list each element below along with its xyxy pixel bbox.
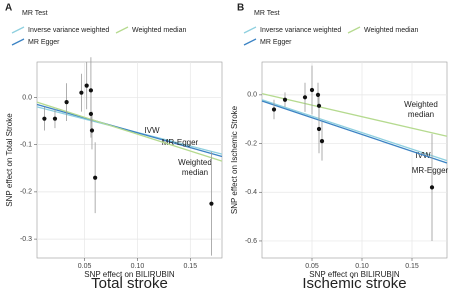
panel-letter: A — [5, 3, 12, 14]
legend-label: Weighted median — [132, 27, 186, 34]
point — [319, 139, 325, 144]
regression-line — [261, 99, 448, 162]
y-tick-label: -0.3 — [20, 236, 32, 243]
point — [88, 88, 94, 93]
y-tick-label: -0.6 — [245, 238, 257, 245]
x-tick-label: 0.05 — [305, 263, 319, 270]
panel-letter: B — [237, 3, 244, 14]
point — [64, 100, 69, 105]
line-label: MR-Egger — [162, 138, 199, 147]
x-tick-label: 0.10 — [131, 263, 145, 270]
x-axis-label: SNP effect on BILIRUBIN — [84, 270, 175, 279]
y-tick-label: -0.4 — [245, 189, 257, 196]
regression-line — [261, 93, 448, 137]
plot-area — [36, 61, 223, 259]
x-axis-label: SNP effect on BILIRUBIN — [309, 270, 400, 279]
point — [316, 103, 322, 108]
caption: Ischemic stroke — [302, 275, 406, 292]
point — [93, 175, 98, 180]
legend-label: Inverse variance weighted — [28, 27, 109, 34]
line-label: median — [408, 110, 434, 119]
legend-swatch — [243, 38, 257, 46]
y-tick-label: 0.0 — [247, 92, 257, 99]
y-tick-label: -0.2 — [20, 189, 32, 196]
point — [89, 128, 95, 133]
point — [209, 201, 214, 206]
point — [84, 83, 89, 88]
caption: Total stroke — [91, 275, 168, 292]
line-label: median — [182, 168, 208, 177]
legend-swatch — [115, 26, 129, 34]
point — [316, 126, 322, 132]
legend-swatch — [11, 38, 25, 46]
point — [309, 87, 315, 93]
legend-swatch — [347, 26, 361, 34]
line-label: IVW — [144, 126, 160, 135]
legend-swatch — [11, 26, 25, 34]
regression-line — [36, 101, 223, 162]
x-tick-label: 0.15 — [183, 263, 197, 270]
y-tick-label: -0.2 — [245, 140, 257, 147]
line-label: Weighted — [178, 158, 212, 167]
y-axis-label: SNP effect on Total Stroke — [5, 113, 14, 207]
point — [282, 97, 288, 102]
point — [88, 111, 94, 117]
x-tick-label: 0.10 — [355, 263, 369, 270]
legend-title: MR Test — [254, 10, 280, 17]
y-axis-label: SNP effect on Ischemic Stroke — [230, 105, 239, 214]
y-tick-label: -0.1 — [20, 141, 32, 148]
point — [302, 95, 308, 100]
point — [52, 116, 58, 121]
regression-line — [261, 100, 448, 164]
point — [42, 116, 47, 121]
legend-swatch — [243, 26, 257, 34]
point — [429, 185, 435, 190]
x-tick-label: 0.05 — [78, 263, 92, 270]
regression-line — [36, 103, 223, 158]
line-label: MR-Egger — [412, 166, 449, 175]
point — [315, 92, 321, 97]
y-tick-label: 0.0 — [22, 94, 32, 101]
point — [271, 107, 277, 112]
legend-label: MR Egger — [28, 39, 60, 46]
legend-label: MR Egger — [260, 39, 292, 46]
line-label: Weighted — [404, 100, 438, 109]
legend-title: MR Test — [22, 10, 48, 17]
legend-label: Weighted median — [364, 27, 418, 34]
legend-label: Inverse variance weighted — [260, 27, 341, 34]
point — [79, 90, 84, 95]
x-tick-label: 0.15 — [405, 263, 419, 270]
